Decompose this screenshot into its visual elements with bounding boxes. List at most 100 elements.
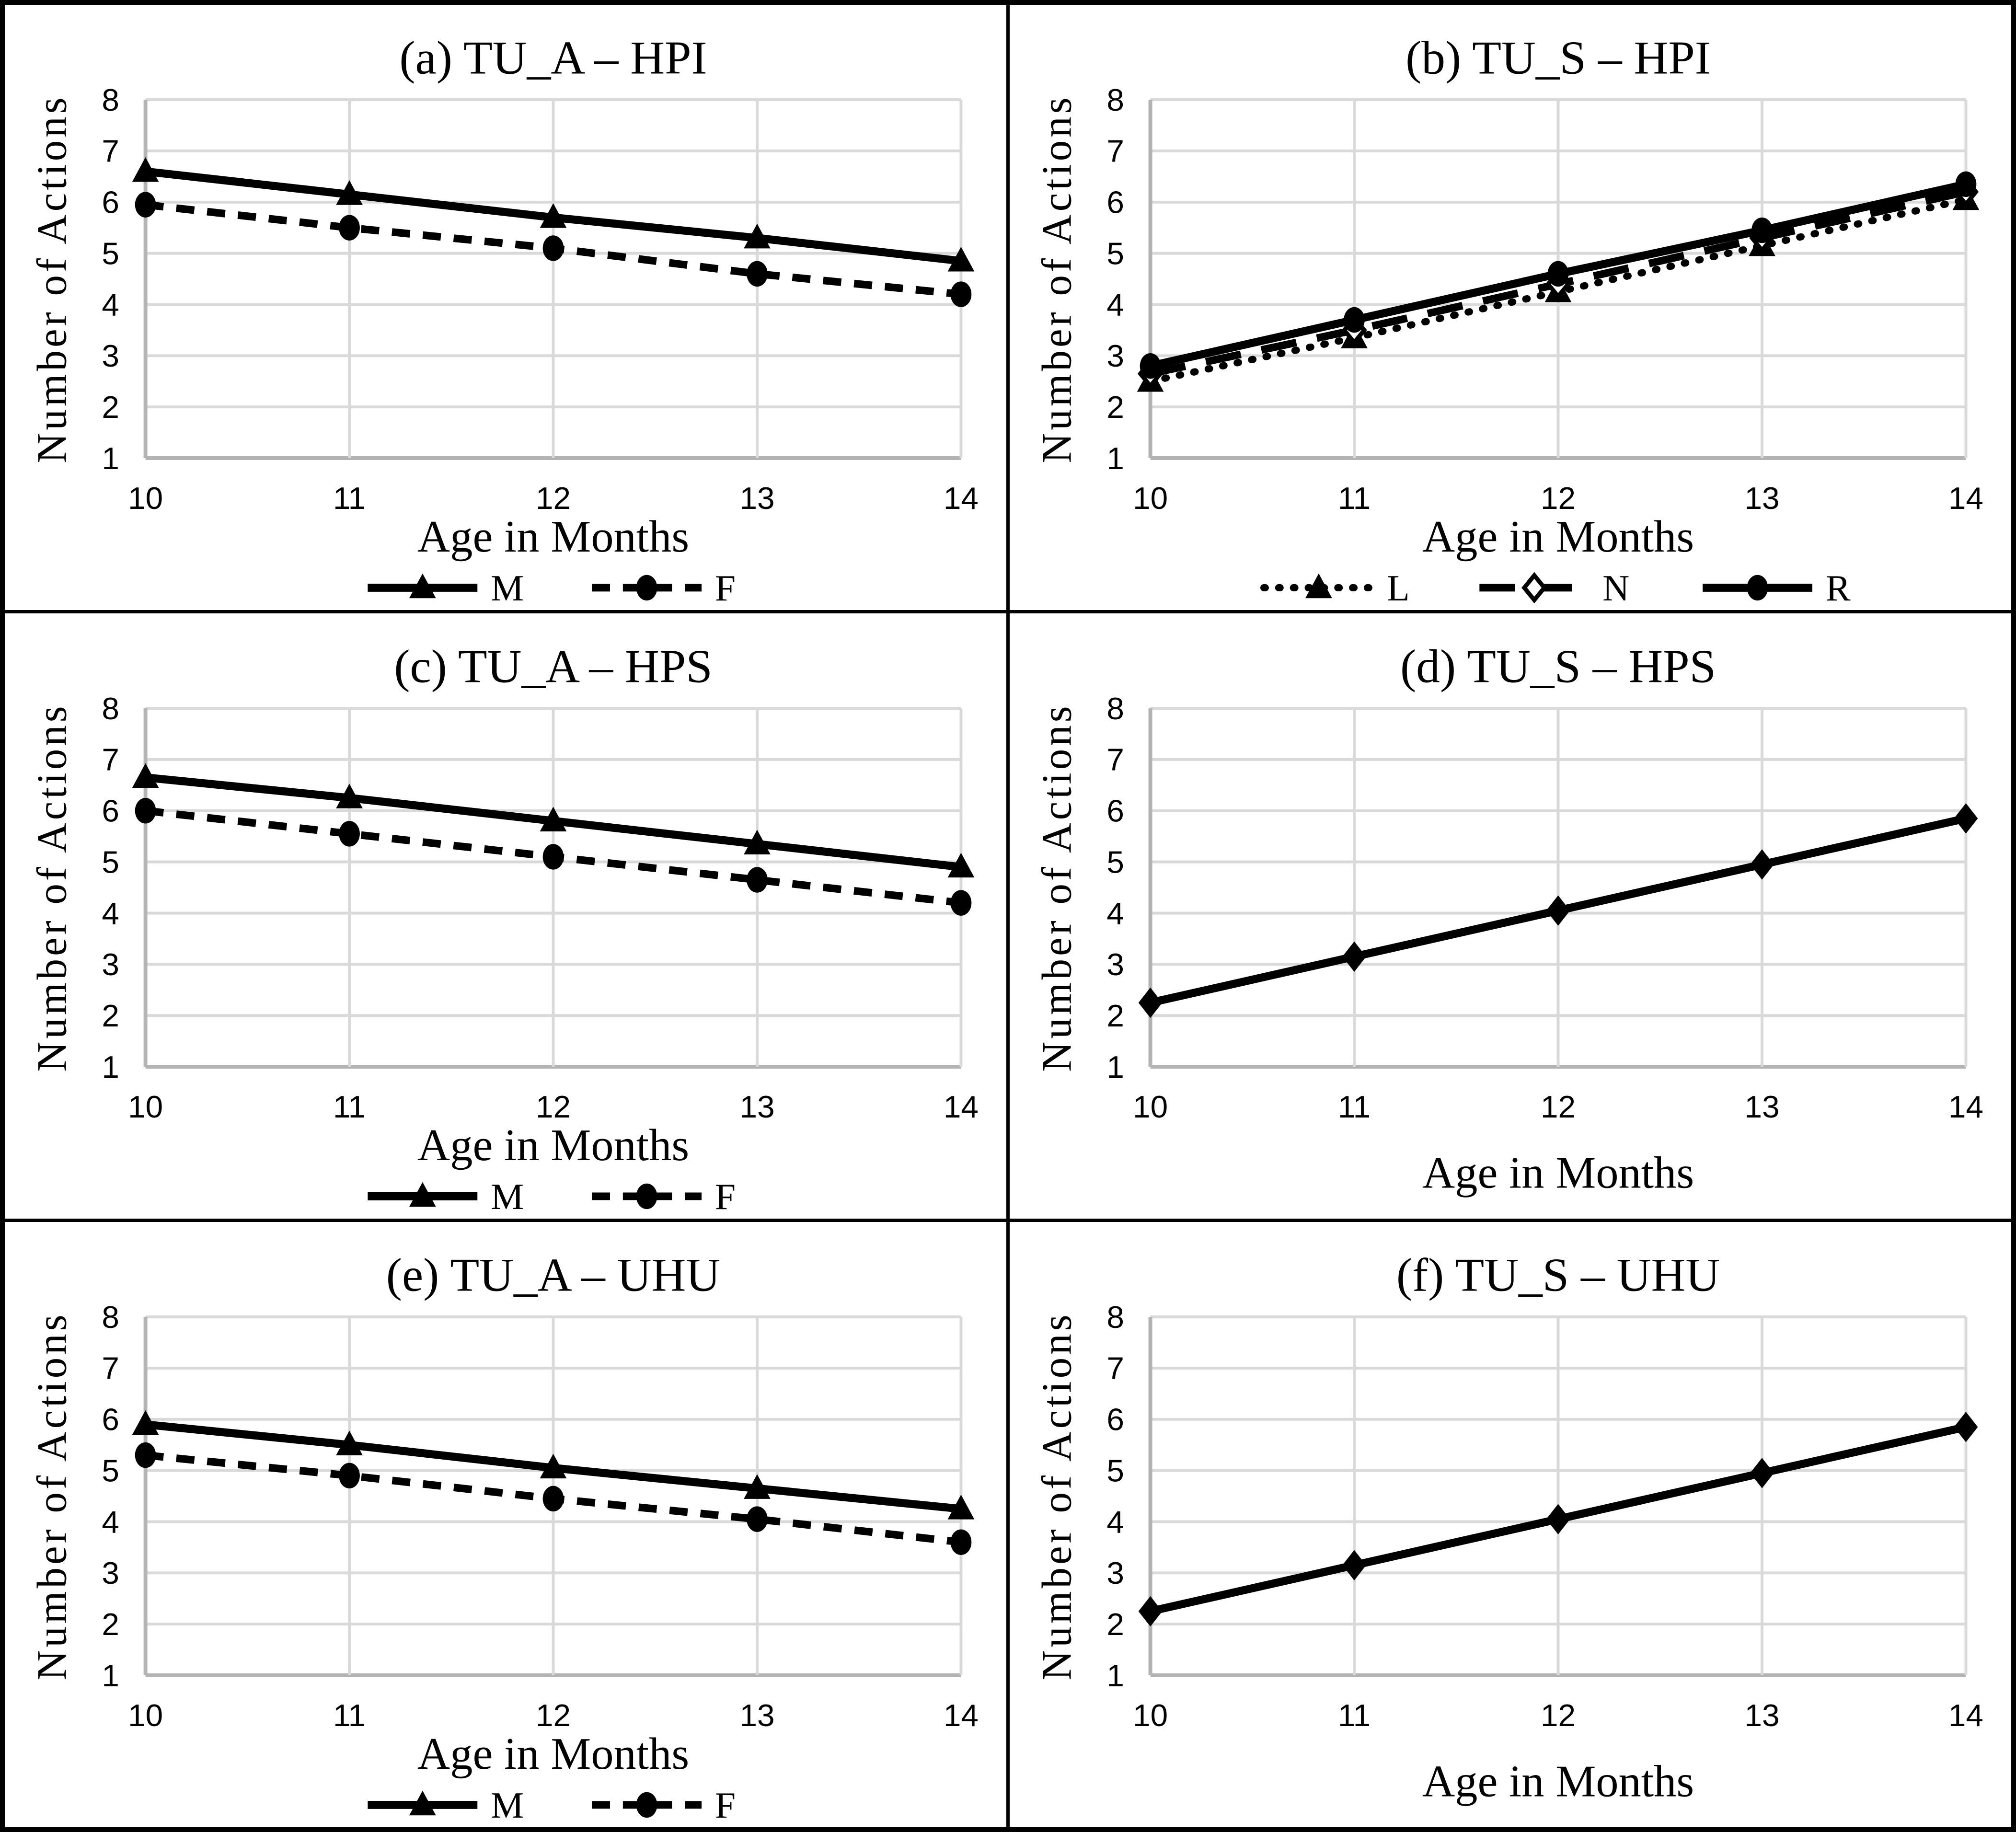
y-tick-label: 4 — [102, 1504, 119, 1539]
series-d-marker — [1954, 803, 1978, 834]
y-tick-label: 8 — [1106, 82, 1124, 117]
x-tick-label: 12 — [536, 1698, 571, 1733]
y-tick-label: 8 — [102, 82, 119, 117]
series-F-marker — [339, 1463, 360, 1489]
legend-marker-R — [1747, 575, 1768, 601]
series-f-marker — [1546, 1504, 1570, 1534]
series-F — [135, 192, 972, 307]
legend-marker-F — [636, 1183, 657, 1210]
series-M-marker — [744, 1474, 771, 1499]
x-tick-label: 11 — [1338, 1698, 1371, 1733]
series-F — [135, 1442, 972, 1555]
y-tick-label: 4 — [102, 896, 119, 931]
y-tick-label: 6 — [1106, 185, 1124, 220]
y-tick-label: 8 — [1106, 1300, 1124, 1335]
y-tick-label: 6 — [102, 185, 119, 220]
legend-label-M: M — [491, 1785, 524, 1826]
legend-marker-L — [1305, 573, 1332, 599]
series-M-marker — [744, 830, 771, 855]
legend-marker-M — [409, 1790, 436, 1816]
series-M-marker — [132, 1410, 159, 1435]
y-axis-title: Number of Actions — [1033, 1312, 1080, 1680]
legend-label-N: N — [1602, 567, 1629, 609]
x-axis-title: Age in Months — [1422, 1148, 1694, 1198]
y-tick-label: 7 — [1106, 742, 1124, 777]
x-axis-title: Age in Months — [417, 512, 689, 562]
y-axis-title: Number of Actions — [28, 94, 75, 463]
series-M-marker — [540, 807, 567, 831]
y-tick-label: 4 — [1106, 1504, 1124, 1539]
series-M-marker — [132, 763, 159, 788]
x-tick-label: 12 — [1541, 1698, 1576, 1733]
series-F-marker — [135, 192, 156, 218]
x-tick-label: 14 — [1948, 481, 1983, 516]
series-R-marker — [1140, 353, 1161, 379]
series-M-marker — [132, 157, 159, 182]
series-F — [135, 798, 972, 916]
x-tick-label: 12 — [1541, 1089, 1576, 1124]
y-tick-label: 2 — [1106, 390, 1124, 425]
legend-marker-F — [636, 1792, 657, 1818]
y-tick-label: 3 — [1106, 1555, 1124, 1590]
legend-marker-M — [409, 1182, 436, 1207]
x-tick-label: 14 — [1948, 1698, 1983, 1733]
series-f-marker — [1138, 1596, 1163, 1627]
y-tick-label: 6 — [1106, 794, 1124, 829]
gridlines — [1148, 1315, 1968, 1677]
series-M-marker — [744, 223, 771, 249]
series-f-marker — [1750, 1458, 1774, 1488]
series-f-marker — [1954, 1412, 1978, 1442]
y-tick-label: 7 — [1106, 1351, 1124, 1386]
x-tick-label: 11 — [333, 481, 366, 516]
x-tick-label: 14 — [944, 481, 979, 516]
series-f-marker — [1342, 1550, 1366, 1581]
legend-label-F: F — [715, 567, 736, 609]
x-tick-label: 11 — [1338, 481, 1371, 516]
series-F-marker — [747, 867, 768, 893]
y-tick-label: 2 — [1106, 1607, 1124, 1642]
panel-title: (a) TU_A – HPI — [399, 32, 707, 84]
series-d-marker — [1750, 849, 1774, 880]
series-F-marker — [542, 235, 564, 261]
x-tick-label: 11 — [1338, 1089, 1371, 1124]
x-tick-label: 11 — [333, 1698, 366, 1733]
y-axis-title: Number of Actions — [1033, 94, 1080, 463]
series-F-marker — [339, 821, 360, 847]
gridlines — [1148, 707, 1968, 1069]
series-R-marker — [1547, 261, 1569, 287]
x-tick-label: 10 — [128, 1089, 163, 1124]
series-F-marker — [339, 215, 360, 241]
x-tick-label: 10 — [1133, 481, 1168, 516]
x-tick-label: 12 — [536, 1089, 571, 1124]
legend-label-M: M — [491, 1176, 524, 1217]
x-tick-label: 11 — [333, 1089, 366, 1124]
panel-d: 1 2 3 4 5 6 7 8 10 11 12 13 14 (d) TU_S – HPS Number o… — [1010, 613, 2011, 1219]
series-M-marker — [947, 1495, 975, 1520]
series-F-marker — [542, 844, 564, 870]
legend-label-R: R — [1826, 567, 1851, 609]
panel-f: 1 2 3 4 5 6 7 8 10 11 12 13 14 (f) TU_S – UHU Number o… — [1010, 1222, 2011, 1827]
y-tick-label: 5 — [1106, 845, 1124, 880]
series-F-marker — [135, 1442, 156, 1468]
panel-title: (b) TU_S – HPI — [1405, 32, 1711, 84]
legend-label-M: M — [491, 567, 524, 609]
x-tick-label: 13 — [1744, 481, 1779, 516]
y-tick-label: 2 — [102, 998, 119, 1033]
x-tick-label: 14 — [1948, 1089, 1983, 1124]
series-M — [132, 763, 975, 878]
series-d-marker — [1342, 941, 1366, 972]
series-M-marker — [947, 246, 975, 272]
y-tick-label: 1 — [102, 441, 119, 476]
y-tick-label: 7 — [102, 742, 119, 777]
panel-title: (e) TU_A – UHU — [386, 1249, 720, 1302]
panel-a: 1 2 3 4 5 6 7 8 10 11 12 13 14 (a) TU_A – HPI Number o… — [5, 5, 1006, 610]
